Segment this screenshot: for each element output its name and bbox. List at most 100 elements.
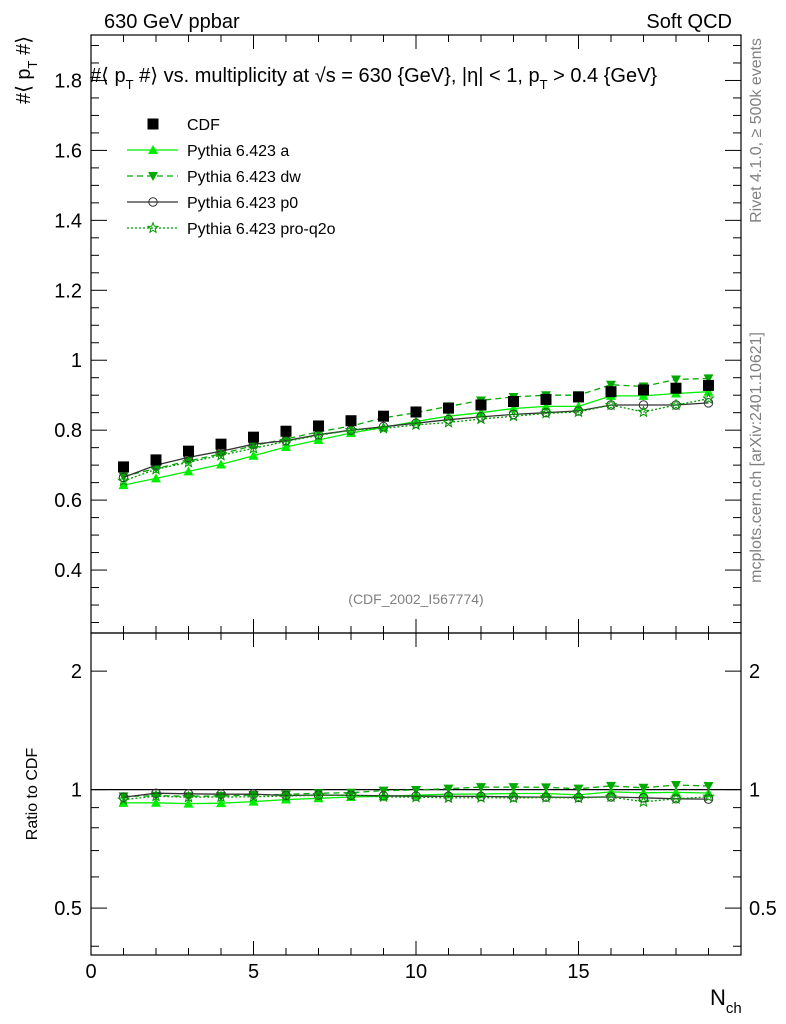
data-point xyxy=(573,391,584,403)
ratio-tick-label-left: 1 xyxy=(71,780,82,802)
legend-label: Pythia 6.423 dw xyxy=(187,169,301,186)
ratio-point xyxy=(248,789,259,799)
y-tick-label: 1.6 xyxy=(54,140,82,162)
data-point xyxy=(215,438,227,450)
ratio-point xyxy=(606,781,616,791)
data-point xyxy=(183,445,194,457)
ratio-point xyxy=(573,784,584,794)
data-point xyxy=(150,454,162,466)
series-point xyxy=(702,392,715,405)
series-point xyxy=(118,472,129,483)
mcplots-label: mcplots.cern.ch [arXiv:2401.10621] xyxy=(748,332,765,583)
data-point xyxy=(118,461,129,473)
data-point xyxy=(638,384,649,396)
rivet-version-label: Rivet 4.1.0, ≥ 500k events xyxy=(748,38,765,223)
series-point xyxy=(149,462,163,475)
legend-marker xyxy=(148,145,158,154)
ratio-point xyxy=(182,790,195,803)
x-tick-label: 10 xyxy=(405,961,427,983)
ratio-point xyxy=(443,784,454,794)
ratio-tick-label-right: 2 xyxy=(749,661,760,683)
data-point xyxy=(378,410,389,422)
series-point xyxy=(637,405,650,418)
y-tick-label: 1.8 xyxy=(54,70,82,92)
legend-label: CDF xyxy=(187,117,220,134)
ratio-point xyxy=(411,786,421,796)
ratio-point xyxy=(149,789,163,802)
legend-label: Pythia 6.423 pro-q2o xyxy=(187,221,336,238)
legend-label: Pythia 6.423 p0 xyxy=(187,195,298,212)
ratio-point xyxy=(572,791,585,804)
ratio-point xyxy=(539,790,553,803)
series-point xyxy=(281,441,291,451)
data-point xyxy=(703,379,714,391)
ratio-point xyxy=(247,790,260,803)
y-tick-label: 0.6 xyxy=(54,490,82,512)
series-point xyxy=(214,448,228,461)
series-point xyxy=(669,398,683,411)
chart-title: #⟨ pT #⟩ vs. multiplicity at √s = 630 {G… xyxy=(90,65,657,92)
series-point xyxy=(442,415,455,428)
x-tick-label: 5 xyxy=(248,961,259,983)
series-point xyxy=(248,450,259,460)
data-point xyxy=(605,386,617,398)
ratio-point xyxy=(248,790,259,800)
ratio-point xyxy=(151,797,161,807)
series-point xyxy=(604,398,618,411)
data-point xyxy=(313,420,324,432)
ratio-point xyxy=(637,795,650,808)
data-point xyxy=(443,402,454,414)
ratio-point xyxy=(474,790,488,804)
ratio-point xyxy=(151,788,161,798)
series-point xyxy=(606,380,616,390)
series-point xyxy=(703,374,714,384)
axis-ticks xyxy=(90,35,742,955)
series-point xyxy=(117,474,130,487)
series-point xyxy=(474,412,488,425)
legend-marker xyxy=(148,172,158,181)
ratio-point xyxy=(703,781,714,791)
series-point xyxy=(182,455,195,468)
header-right: Soft QCD xyxy=(646,11,732,33)
ratio-point xyxy=(508,783,519,793)
series-point xyxy=(572,405,585,418)
y-tick-label: 1.2 xyxy=(54,280,82,302)
data-point xyxy=(410,406,422,418)
data-point xyxy=(248,431,259,443)
series-point xyxy=(377,421,390,434)
series-point xyxy=(507,409,520,422)
data-point xyxy=(475,399,487,411)
series-point xyxy=(151,473,161,483)
series-point xyxy=(312,428,325,441)
y-tick-label: 0.8 xyxy=(54,420,82,442)
ratio-point xyxy=(702,790,715,803)
series-point xyxy=(409,418,423,431)
ratio-point xyxy=(279,789,293,802)
ratio-point xyxy=(442,791,455,804)
y-tick-label: 0.4 xyxy=(54,560,82,582)
ratio-point xyxy=(248,796,259,806)
legend-marker xyxy=(148,197,158,207)
ratio-tick-label-left: 2 xyxy=(71,661,82,683)
ratio-point xyxy=(377,790,390,803)
ratio-tick-label-right: 0.5 xyxy=(749,898,777,920)
ratio-point xyxy=(541,783,551,793)
ratio-point xyxy=(703,794,714,804)
data-point xyxy=(540,393,552,405)
series-line xyxy=(123,792,709,800)
ratio-point xyxy=(671,781,681,791)
series-point xyxy=(703,398,714,408)
series-point xyxy=(183,466,194,476)
series-line xyxy=(123,391,709,486)
series-line xyxy=(123,794,709,803)
series-point xyxy=(539,406,553,419)
ratio-point xyxy=(604,790,618,803)
legend: CDF Pythia 6.423 a Pythia 6.423 dw Pythia 6… xyxy=(127,117,336,238)
ratio-point xyxy=(476,783,486,793)
ratio-point xyxy=(344,788,358,801)
series-point xyxy=(638,400,649,410)
legend-marker xyxy=(147,118,159,130)
tick-labels: 0 5 10 15 0.4 0.6 0.8 1 1.2 1.4 1.6 1.8 0.5 0.5 1 1 2 2 xyxy=(54,70,777,983)
y-tick-label: 1.4 xyxy=(54,210,82,232)
